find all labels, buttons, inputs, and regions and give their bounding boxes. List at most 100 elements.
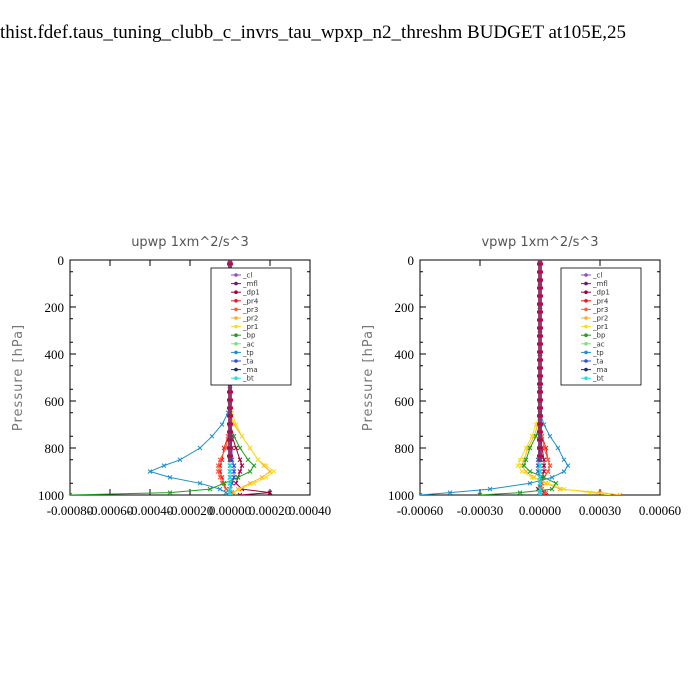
series-point (517, 490, 523, 495)
series-point (147, 469, 153, 474)
legend-marker (234, 281, 238, 286)
series-point (537, 492, 543, 495)
zero-profile-marker (537, 382, 543, 386)
x-tick-label: -0.00030 (457, 503, 504, 518)
series-point (231, 469, 237, 474)
series-point (227, 492, 233, 495)
series-point (215, 469, 221, 474)
zero-profile-marker (227, 454, 233, 458)
zero-profile-marker (537, 262, 543, 266)
series-point (517, 457, 523, 463)
series-point (515, 463, 521, 468)
y-tick-label: 0 (408, 253, 415, 268)
y-tick-label: 600 (395, 394, 415, 409)
series-point (227, 463, 233, 468)
legend-label: _bt (242, 375, 254, 383)
x-tick-label: 0.00030 (579, 503, 621, 518)
series-point (537, 463, 543, 468)
series-point (267, 490, 273, 495)
series-point (271, 469, 277, 474)
legend-label: _pr3 (242, 306, 258, 314)
zero-profile-marker (537, 430, 543, 434)
series-point (487, 486, 493, 492)
x-tick-label: 0.00040 (289, 503, 331, 518)
series-point (161, 463, 167, 468)
series-point (231, 475, 237, 480)
legend-marker (584, 376, 588, 381)
x-tick-label: 0.00000 (519, 503, 561, 518)
series-point (549, 475, 555, 480)
legend-marker (234, 324, 238, 329)
series-group (420, 260, 623, 495)
legend-marker (234, 290, 238, 295)
series-point (251, 480, 257, 486)
legend-marker (584, 367, 588, 372)
series-point (527, 480, 533, 486)
series-point (217, 486, 223, 492)
legend-label: _mfl (242, 280, 258, 288)
legend-label: _ac (242, 340, 255, 348)
series-point (223, 490, 229, 495)
legend-label: _pr4 (242, 297, 259, 305)
legend-marker (234, 342, 238, 346)
zero-profile-marker (227, 414, 233, 418)
series-point (231, 463, 237, 468)
zero-profile-marker (537, 446, 543, 450)
series-point (533, 433, 539, 439)
y-tick-label: 800 (395, 441, 415, 456)
legend-marker (234, 376, 238, 381)
zero-profile-marker (537, 390, 543, 394)
zero-profile-marker (537, 286, 543, 290)
zero-profile-marker (227, 438, 233, 442)
series-point (237, 457, 243, 463)
legend: _cl_mfl_dp1_pr4_pr3_pr2_pr1_bp_ac_tp_ta_… (560, 267, 642, 386)
series-point (223, 486, 229, 492)
y-tick-label: 1000 (388, 488, 414, 503)
x-tick-label: 0.00000 (209, 503, 251, 518)
x-tick-label: -0.00060 (397, 503, 444, 518)
series-point (235, 475, 241, 480)
legend-marker (234, 333, 238, 338)
legend-label: _tp (592, 349, 604, 357)
series-point (549, 486, 555, 492)
series-point (251, 463, 257, 468)
legend-marker (234, 299, 238, 303)
series-point (553, 480, 559, 486)
legend-label: _bt (592, 375, 604, 383)
series-point (233, 422, 239, 427)
series-point (543, 490, 549, 495)
legend-label: _ta (592, 358, 604, 366)
series-point (207, 486, 213, 492)
x-tick-label: -0.00080 (47, 503, 94, 518)
zero-profile-marker (537, 278, 543, 282)
series-point (519, 469, 525, 474)
legend-marker (584, 333, 588, 338)
legend-label: _pr1 (242, 323, 258, 331)
series-point (263, 475, 269, 480)
series-point (521, 463, 527, 468)
series-point (247, 445, 253, 451)
series-point (447, 490, 453, 495)
series-point (523, 445, 529, 451)
y-tick-label: 1000 (38, 488, 64, 503)
series-point (561, 457, 567, 463)
legend-label: _ma (242, 366, 258, 374)
series-point (215, 463, 221, 468)
series-point (167, 475, 173, 480)
series-point (237, 486, 243, 492)
series-point (233, 480, 239, 486)
legend-marker (584, 350, 588, 355)
series-point (167, 490, 173, 495)
series-point (70, 492, 73, 495)
zero-profile-marker (537, 350, 543, 354)
zero-profile-marker (537, 398, 543, 402)
x-tick-label: -0.00040 (127, 503, 174, 518)
series-point (245, 457, 251, 463)
series-point (197, 445, 203, 451)
legend-marker (234, 307, 238, 312)
chart-1: vpwp 1xm^2/s^3 Pressure [hPa] 0 200 400 600 80… (361, 235, 681, 518)
zero-profile-marker (537, 310, 543, 314)
series-point (561, 469, 567, 474)
y-tick-label: 600 (45, 394, 65, 409)
zero-profile-marker (537, 334, 543, 338)
